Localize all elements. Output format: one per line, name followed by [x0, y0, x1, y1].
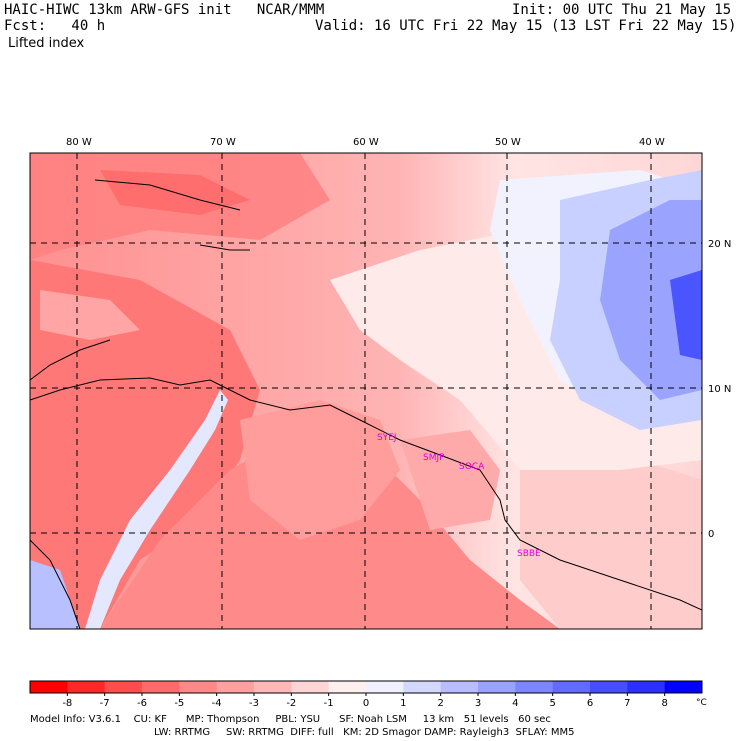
colorbar-label: 7: [624, 698, 630, 709]
colorbar-swatch: [440, 681, 479, 693]
colorbar-label: 8: [661, 698, 667, 709]
colorbar-label: -6: [137, 698, 147, 709]
colorbar-label: -2: [286, 698, 296, 709]
station-syej: SYEJ: [377, 433, 397, 443]
colorbar-swatch: [478, 681, 516, 693]
colorbar-swatch: [403, 681, 442, 693]
colorbar-unit: °C: [696, 698, 707, 708]
lat-label-0: 0: [708, 529, 714, 540]
valid-time: Valid: 16 UTC Fri 22 May 15 (13 LST Fri …: [315, 18, 737, 34]
colorbar-labels: -8 -7 -6 -5 -4 -3 -2 -1 0 1 2 3 4 5 6 7 8: [62, 698, 668, 709]
station-sbbe: SBBE: [517, 549, 541, 559]
colorbar-swatch: [179, 681, 218, 693]
field-name: Lifted index: [8, 36, 85, 51]
init-time: Init: 00 UTC Thu 21 May 15: [512, 2, 732, 18]
lat-label-20n: 20 N: [708, 239, 731, 250]
colorbar-swatch: [328, 681, 367, 693]
lat-label-10n: 10 N: [708, 384, 731, 395]
colorbar-label: -5: [174, 698, 184, 709]
colorbar-swatch: [67, 681, 106, 693]
colorbar-swatch: [142, 681, 180, 693]
colorbar-swatch: [254, 681, 292, 693]
colorbar-label: 6: [587, 698, 593, 709]
colorbar-swatch: [30, 681, 68, 693]
model-info-line1: Model Info: V3.6.1 CU: KF MP: Thompson P…: [30, 714, 551, 725]
colorbar-swatch: [627, 681, 666, 693]
model-title: HAIC-HIWC 13km ARW-GFS init NCAR/MMM: [4, 2, 325, 18]
graticule: [30, 153, 702, 629]
colorbar-swatch: [216, 681, 255, 693]
colorbar-label: 3: [475, 698, 481, 709]
colorbar-label: -7: [100, 698, 110, 709]
colorbar-label: -8: [62, 698, 72, 709]
lon-label-40w: 40 W: [639, 137, 665, 148]
colorbar-swatch: [104, 681, 143, 693]
colorbar-label: 5: [549, 698, 555, 709]
colorbar-label: -4: [212, 698, 222, 709]
colorbar-swatch: [291, 681, 330, 693]
lon-label-70w: 70 W: [210, 137, 236, 148]
model-info-line2: LW: RRTMG SW: RRTMG DIFF: full KM: 2D Sm…: [154, 727, 575, 738]
colorbar-label: 1: [400, 698, 406, 709]
map-frame: [29, 152, 703, 630]
lon-label-50w: 50 W: [495, 137, 521, 148]
colorbar-swatch: [515, 681, 554, 693]
coastlines: [30, 179, 702, 629]
colorbar-label: -3: [249, 698, 259, 709]
colorbar-swatch: [590, 681, 628, 693]
lon-label-80w: 80 W: [66, 137, 92, 148]
colorbar-label: -1: [324, 698, 334, 709]
colorbar-swatch: [366, 681, 404, 693]
lon-label-60w: 60 W: [353, 137, 379, 148]
station-soca: SOCA: [459, 462, 485, 472]
colorbar-label: 0: [363, 698, 369, 709]
colorbar-label: 2: [437, 698, 443, 709]
map-field: [30, 153, 702, 629]
colorbar-swatch: [664, 681, 703, 693]
colorbar-swatch: [552, 681, 591, 693]
forecast-hour: Fcst: 40 h: [4, 18, 106, 34]
colorbar-label: 4: [512, 698, 518, 709]
station-smjp: SMJP: [423, 453, 445, 463]
colorbar: [29, 680, 703, 696]
